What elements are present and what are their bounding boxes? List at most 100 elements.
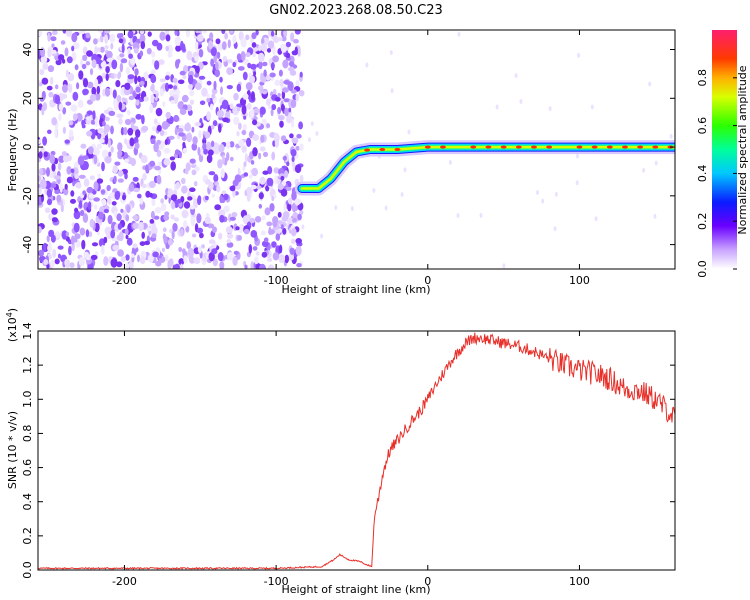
noise-speck <box>125 66 131 75</box>
noise-speck <box>205 179 211 185</box>
noise-speck <box>139 241 146 247</box>
noise-speck <box>218 232 223 240</box>
noise-speck <box>109 33 116 43</box>
noise-speck <box>548 106 552 112</box>
noise-speck <box>243 161 247 168</box>
noise-speck <box>146 47 152 55</box>
noise-speck <box>152 251 159 258</box>
noise-speck <box>152 221 156 229</box>
noise-speck <box>100 244 105 255</box>
noise-speck <box>301 224 305 230</box>
noise-speck <box>495 104 499 110</box>
noise-speck <box>197 146 201 156</box>
noise-speck <box>272 219 278 228</box>
noise-speck <box>134 68 139 76</box>
noise-speck <box>250 160 255 165</box>
noise-speck <box>189 205 196 210</box>
noise-speck <box>212 258 218 267</box>
noise-speck <box>164 254 169 262</box>
noise-speck <box>260 230 266 236</box>
noise-speck <box>165 34 171 42</box>
colorbar-tick-label: 0.8 <box>696 69 709 87</box>
noise-speck <box>132 176 139 182</box>
noise-speck <box>87 201 92 211</box>
noise-speck <box>249 174 253 179</box>
noise-speck <box>350 206 354 212</box>
noise-speck <box>46 188 53 198</box>
noise-speck <box>101 198 107 206</box>
noise-speck <box>252 46 259 52</box>
noise-speck <box>94 117 98 127</box>
noise-speck <box>269 203 275 212</box>
noise-speck <box>297 213 302 221</box>
noise-speck <box>83 251 90 258</box>
noise-speck <box>141 125 149 132</box>
noise-speck <box>154 165 161 171</box>
noise-speck <box>97 133 102 140</box>
noise-speck <box>177 79 185 85</box>
noise-speck <box>137 254 140 263</box>
noise-speck <box>226 141 231 150</box>
noise-speck <box>191 126 195 133</box>
noise-speck <box>226 239 231 244</box>
noise-speck <box>280 175 285 181</box>
noise-speck <box>173 217 180 222</box>
noise-speck <box>282 59 289 69</box>
noise-speck <box>175 181 180 190</box>
noise-speck <box>514 73 518 79</box>
noise-speck <box>253 108 261 113</box>
signal-peak <box>637 145 644 149</box>
noise-speck <box>211 87 218 95</box>
noise-speck <box>181 248 186 254</box>
noise-speck <box>85 32 91 39</box>
noise-speck <box>289 133 294 139</box>
noise-speck <box>246 192 251 202</box>
noise-speck <box>51 163 56 172</box>
noise-speck <box>278 244 283 254</box>
noise-speck <box>179 70 186 76</box>
noise-speck <box>86 186 94 194</box>
noise-speck <box>94 78 99 88</box>
noise-speck <box>117 170 124 177</box>
noise-speck <box>103 30 111 34</box>
noise-speck <box>221 154 225 165</box>
noise-speck <box>156 139 161 145</box>
noise-speck <box>98 30 104 33</box>
snr-plot-area <box>38 331 675 570</box>
noise-speck <box>284 170 289 179</box>
noise-speck <box>81 239 86 250</box>
noise-speck <box>92 110 96 121</box>
noise-speck <box>70 168 75 173</box>
noise-speck <box>225 111 231 120</box>
noise-speck <box>117 249 124 257</box>
noise-speck <box>98 211 104 220</box>
snr-x-ticks: -200 -100 0 100 <box>112 331 590 588</box>
noise-speck <box>237 107 241 112</box>
noise-speck <box>286 161 290 167</box>
y-tick-label: 0.8 <box>21 425 34 443</box>
noise-speck <box>274 96 281 102</box>
noise-speck <box>272 252 280 261</box>
noise-speck <box>128 95 135 101</box>
noise-speck <box>51 43 55 49</box>
noise-speck <box>202 30 207 34</box>
noise-speck <box>66 176 73 184</box>
noise-speck <box>150 85 154 92</box>
noise-speck <box>295 238 303 244</box>
noise-speck <box>147 31 152 37</box>
noise-speck <box>285 41 291 48</box>
noise-speck <box>144 240 150 246</box>
colorbar-tick-label: 0.6 <box>696 117 709 135</box>
noise-speck <box>54 258 60 265</box>
noise-speck <box>118 101 123 111</box>
noise-speck <box>190 216 196 227</box>
noise-speck <box>229 103 234 110</box>
noise-speck <box>286 115 293 124</box>
noise-speck <box>82 78 89 88</box>
noise-speck <box>249 75 256 84</box>
noise-speck <box>125 254 130 261</box>
noise-speck <box>390 88 394 94</box>
noise-speck <box>274 79 281 86</box>
noise-speck <box>73 222 80 233</box>
noise-speck <box>217 43 223 51</box>
